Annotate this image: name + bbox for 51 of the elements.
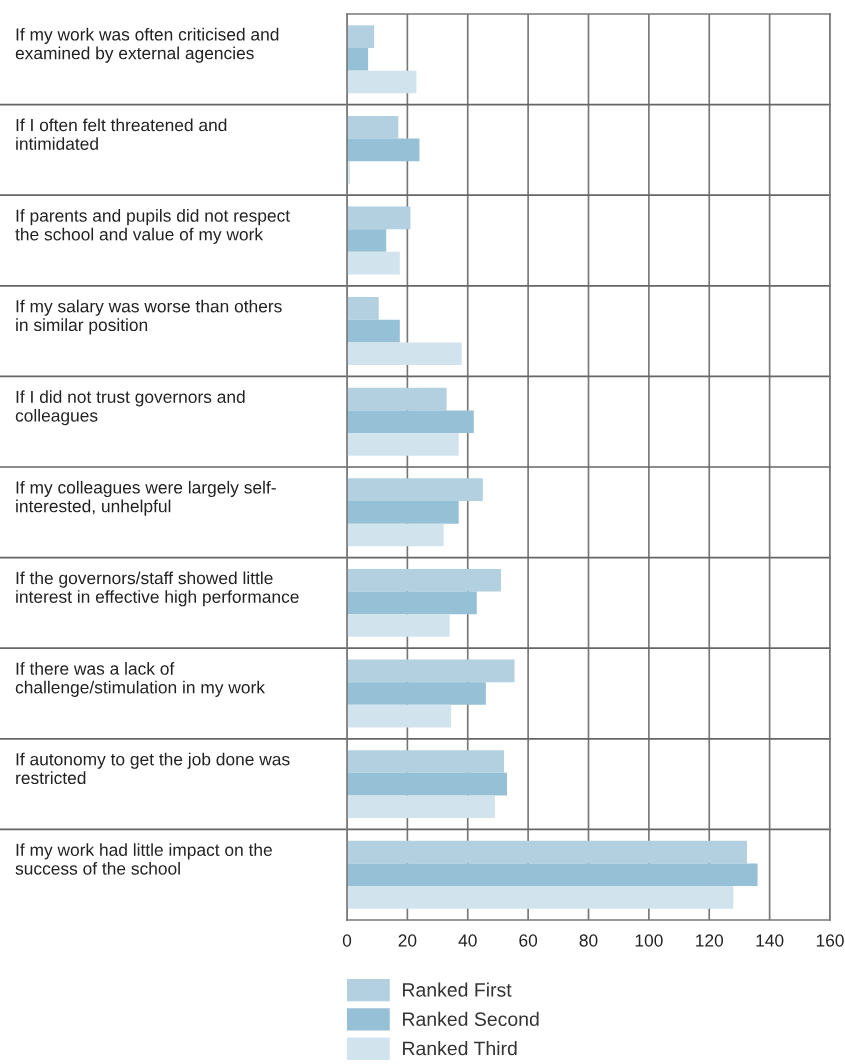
bar [347,523,444,547]
bar [347,659,515,683]
y-tick-label: If my salary was worse than others in similar position [16,299,282,335]
bar [347,795,495,819]
y-tick-label: If autonomy to get the job done was restricted [16,752,290,785]
bar [347,138,420,162]
x-tick-label: 20 [398,934,417,947]
bar [347,750,504,773]
bar [347,229,387,252]
bar [347,297,379,320]
bar [347,115,399,139]
x-tick-label: 60 [519,934,538,947]
y-tick-label: If there was a lack of challenge/stimulation in my work [15,662,265,697]
y-tick-label: If my colleagues were largely self- interested, unhelpful [16,480,276,516]
y-tick-label: If I often felt threatened and intimidated [16,118,227,150]
bar [347,342,462,366]
legend-label: Ranked Third [403,1041,517,1056]
bar [347,682,486,705]
bar [347,500,459,524]
x-tick-label: 40 [458,934,477,947]
bar [347,568,501,592]
bar [347,25,375,48]
bar [347,206,411,230]
legend-label: Ranked First [403,982,512,997]
bar [347,591,477,615]
bar [347,47,369,71]
x-tick-label: 160 [816,934,844,947]
bar [347,478,483,501]
bar [347,410,474,434]
y-tick-label: If I did not trust governors and colleagues [15,390,245,426]
bar [347,319,400,343]
x-tick-label: 0 [342,934,352,947]
bar [347,387,447,411]
x-tick-label: 100 [635,934,663,947]
x-tick-label: 120 [696,934,724,947]
bar [347,886,734,909]
bar [347,704,452,728]
y-tick-label: If parents and pupils did not respect the school and value of my work [15,209,290,244]
x-tick-label: 80 [579,934,598,947]
bar [347,863,758,887]
y-tick-label: If my work was often criticised and examined by external agencies [15,27,279,63]
bar [347,251,400,275]
bar [347,70,417,94]
bar [347,772,507,796]
bar [347,614,450,637]
x-tick-label: 140 [756,934,784,947]
bar [347,433,459,456]
legend-label: Ranked Second [403,1011,539,1027]
bar [347,840,747,864]
y-tick-label: If my work had little impact on the success of the school [15,843,272,875]
y-tick-label: If the governors/staff showed little interest in effective high performance [16,571,299,607]
